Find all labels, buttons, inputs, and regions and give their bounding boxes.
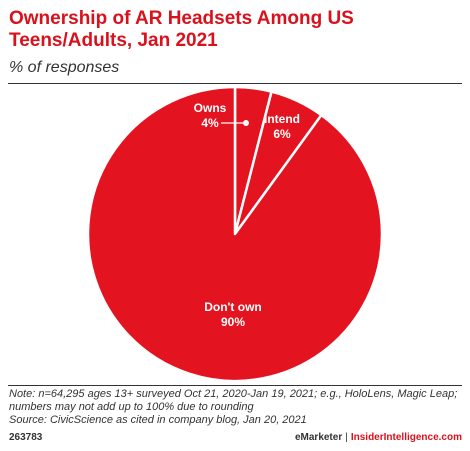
source-line: Source: CivicScience as cited in company… — [9, 414, 307, 426]
brand-insider: InsiderIntelligence.com — [350, 432, 462, 443]
bottom-divider — [8, 385, 462, 386]
note-line-2: numbers may not add up to 100% due to ro… — [9, 401, 254, 413]
chart-id: 263783 — [9, 432, 43, 443]
chart-title: Ownership of AR Headsets Among US Teens/… — [9, 8, 354, 51]
brand-emarketer: eMarketer — [294, 432, 343, 443]
chart-note: Note: n=64,295 ages 13+ surveyed Oct 21,… — [9, 388, 464, 427]
pie-slice-don-t-own — [86, 85, 384, 383]
slice-label-intend: Intend — [264, 112, 300, 126]
slice-value-intend: 6% — [273, 127, 291, 141]
brand-separator: | — [345, 432, 348, 443]
slice-label-owns: Owns — [194, 101, 227, 115]
top-divider — [8, 83, 462, 84]
chart-subtitle: % of responses — [9, 59, 120, 76]
note-line-1: Note: n=64,295 ages 13+ surveyed Oct 21,… — [9, 388, 458, 400]
brand-footer: eMarketer | InsiderIntelligence.com — [295, 432, 462, 443]
owns-leader-dot — [243, 120, 249, 126]
pie-slices — [86, 85, 384, 383]
slice-value-owns: 4% — [201, 116, 219, 130]
slice-value-don-t-own: 90% — [221, 315, 245, 329]
slice-label-don-t-own: Don't own — [204, 300, 262, 314]
